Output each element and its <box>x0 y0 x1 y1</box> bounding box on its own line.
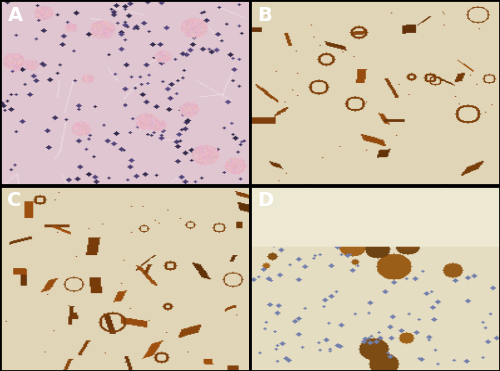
Text: A: A <box>8 6 22 24</box>
Text: D: D <box>258 191 274 210</box>
Text: B: B <box>258 6 272 24</box>
Text: C: C <box>8 191 22 210</box>
